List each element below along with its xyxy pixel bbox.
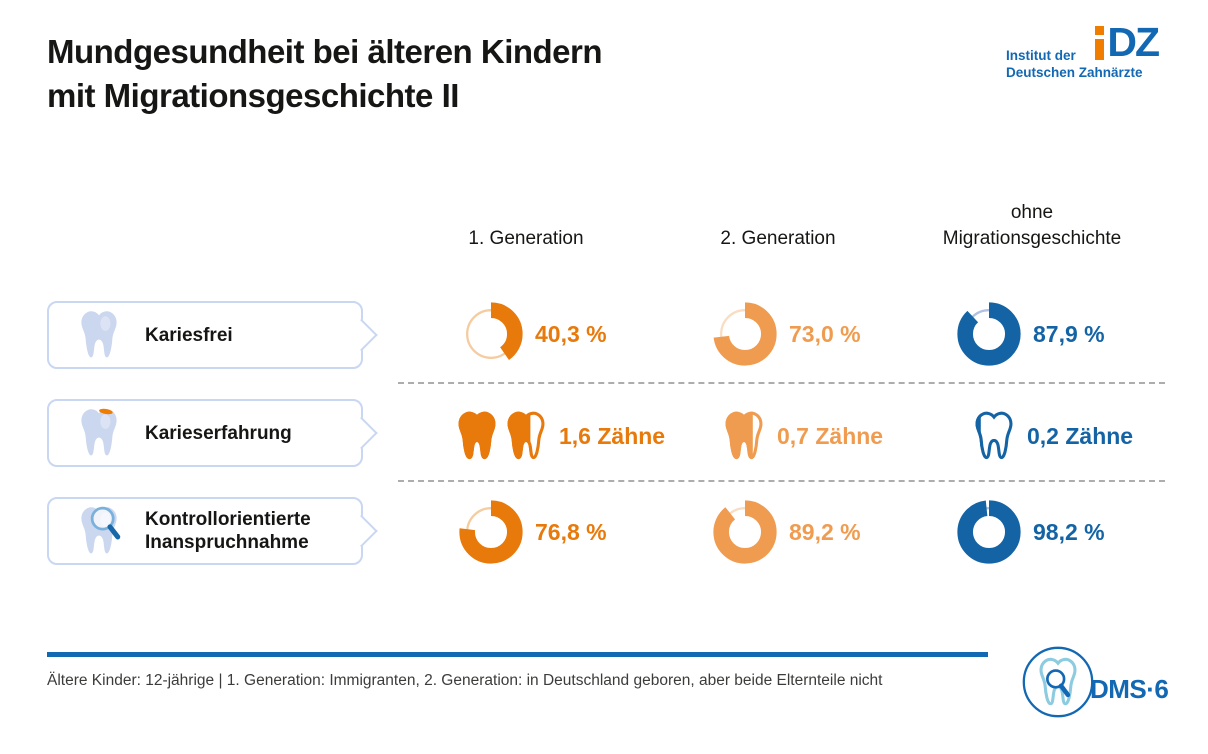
row-label-text: Kariesfrei <box>145 324 233 346</box>
dms6-label: DMS·6 <box>1090 673 1169 704</box>
footer-rule <box>47 652 988 657</box>
page-title-line1: Mundgesundheit bei älteren Kindern <box>47 33 603 70</box>
value-label: 73,0 % <box>789 320 861 347</box>
value-label: 89,2 % <box>789 518 861 545</box>
cell-kariesfrei-gen1: 40,3 % <box>458 300 607 368</box>
value-label: 40,3 % <box>535 320 607 347</box>
idz-logo: DZ Institut der Deutschen Zahnärzte <box>1006 19 1160 84</box>
cell-karieserfahrung-gen1: 1,6 Zähne <box>455 402 665 470</box>
value-label: 0,7 Zähne <box>777 422 884 449</box>
cell-karieserfahrung-ohne: 0,2 Zähne <box>972 402 1133 470</box>
donut-chart <box>459 500 523 564</box>
row-label-kariesfrei: Kariesfrei <box>47 301 378 369</box>
value-label: 87,9 % <box>1033 320 1105 347</box>
row-divider <box>398 480 1165 482</box>
tooth-pictogram <box>972 410 1016 462</box>
idz-mark-icon: DZ <box>1095 19 1160 66</box>
donut-chart <box>713 302 777 366</box>
label-pointer <box>345 416 378 450</box>
cell-inanspruchnahme-gen2: 89,2 % <box>712 498 861 566</box>
column-header-generation1: 1. Generation <box>468 228 584 249</box>
donut-chart <box>713 500 777 564</box>
tooth-icon <box>975 411 1013 460</box>
tooth-icon <box>458 411 496 460</box>
row-label-text: Kontrollorientierte Inanspruchnahme <box>145 509 311 553</box>
row-label-text: Karieserfahrung <box>145 422 292 444</box>
column-header-generation2: 2. Generation <box>720 228 836 249</box>
dms6-tooth-magnifier-icon <box>1022 646 1094 718</box>
cell-karieserfahrung-gen2: 0,7 Zähne <box>722 402 883 470</box>
tooth-caries-icon <box>81 408 117 456</box>
value-label: 1,6 Zähne <box>559 422 666 449</box>
donut-chart <box>957 302 1021 366</box>
label-pointer <box>345 318 378 352</box>
value-label: 98,2 % <box>1033 518 1105 545</box>
tooth-pictogram <box>722 410 766 462</box>
tooth-magnifier-icon <box>81 506 121 554</box>
tooth-icon <box>507 411 545 460</box>
idz-text-line1: Institut der <box>1006 48 1076 63</box>
column-header-ohne-migrationsgeschichte: ohne Migrationsgeschichte <box>942 202 1122 249</box>
page-title-line2: mit Migrationsgeschichte II <box>47 77 459 114</box>
value-label: 76,8 % <box>535 518 607 545</box>
cell-inanspruchnahme-ohne: 98,2 % <box>956 498 1105 566</box>
dms6-logo: DMS·6 <box>1020 644 1169 720</box>
tooth-icon <box>81 311 117 358</box>
idz-text-line2: Deutschen Zahnärzte <box>1006 65 1143 80</box>
row-divider <box>398 382 1165 384</box>
donut-chart <box>459 302 523 366</box>
cell-kariesfrei-ohne: 87,9 % <box>956 300 1105 368</box>
donut-chart <box>957 500 1021 564</box>
cell-kariesfrei-gen2: 73,0 % <box>712 300 861 368</box>
tooth-pictogram <box>455 410 548 462</box>
value-label: 0,2 Zähne <box>1027 422 1134 449</box>
footer-note: Ältere Kinder: 12-jährige | 1. Generatio… <box>47 672 883 689</box>
page-title: Mundgesundheit bei älteren Kindern mit M… <box>47 30 603 118</box>
row-label-kontrollorientierte-inanspruchnahme: Kontrollorientierte Inanspruchnahme <box>47 497 378 565</box>
tooth-icon <box>725 411 763 460</box>
idz-i-icon <box>1095 26 1105 60</box>
idz-dz-letters: DZ <box>1107 19 1160 66</box>
cell-inanspruchnahme-gen1: 76,8 % <box>458 498 607 566</box>
row-label-karieserfahrung: Karieserfahrung <box>47 399 378 467</box>
